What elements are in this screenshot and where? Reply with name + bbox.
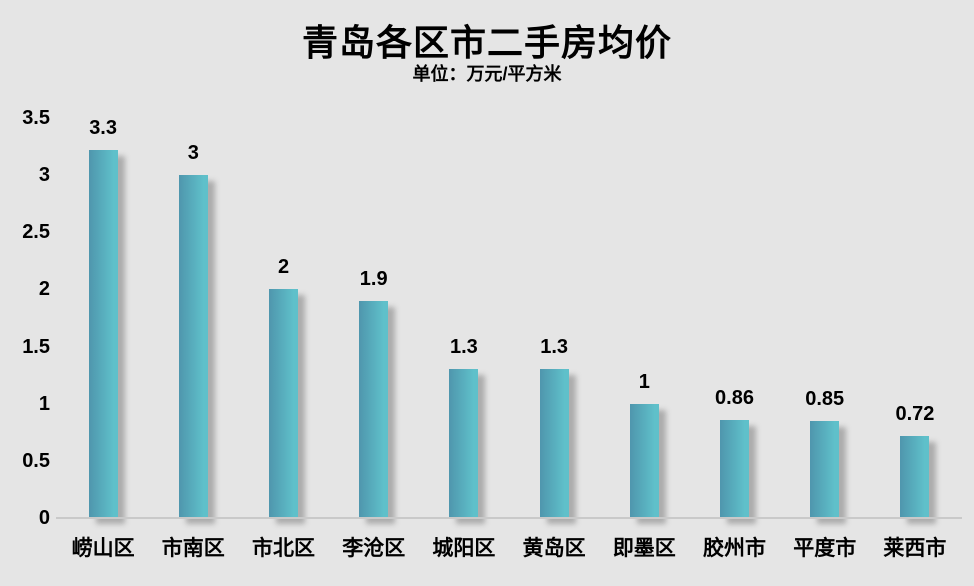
x-category-label: 市南区 <box>161 537 225 560</box>
x-axis-line <box>56 517 962 519</box>
x-category-label: 即墨区 <box>612 537 676 560</box>
plot-area: 3.3 3 2 1.9 1.3 1.3 1 0.86 0.85 0.72 <box>58 118 960 518</box>
x-category-label: 市北区 <box>252 537 315 560</box>
bar <box>720 420 750 518</box>
bar-column: 3.3 <box>58 118 148 518</box>
y-tick-label: 0 <box>38 507 50 529</box>
bar <box>810 421 840 518</box>
y-tick-label: 3.5 <box>22 107 50 129</box>
x-category-label: 城阳区 <box>432 537 496 560</box>
bar <box>539 369 569 518</box>
y-tick-label: 1 <box>38 392 50 415</box>
x-axis-labels: 崂山区 市南区 市北区 李沧区 城阳区 黄岛区 即墨区 胶州市 平度市 莱西市 <box>58 532 960 562</box>
bar-value-label: 3 <box>187 142 199 164</box>
bar-column: 1.3 <box>509 118 599 518</box>
bar-value-label: 0.72 <box>895 403 935 425</box>
x-category-label: 崂山区 <box>71 537 135 560</box>
bar <box>359 301 389 518</box>
bar <box>449 369 479 518</box>
bar-value-label: 1.3 <box>540 336 569 358</box>
bar-column: 1.9 <box>329 118 419 518</box>
y-tick-label: 2 <box>38 278 50 301</box>
x-category-label: 胶州市 <box>703 537 767 560</box>
bar <box>900 436 930 518</box>
bar-value-label: 0.86 <box>715 387 754 409</box>
bar-column: 0.85 <box>780 118 870 518</box>
bar-column: 3 <box>148 118 238 518</box>
bar-value-label: 1.9 <box>359 268 388 290</box>
x-category-label: 平度市 <box>793 537 857 560</box>
y-tick-label: 2.5 <box>22 221 50 244</box>
bar-value-label: 1 <box>638 371 650 393</box>
bar-column: 0.86 <box>689 118 779 518</box>
chart-subtitle: 单位：万元/平方米 <box>412 64 562 84</box>
y-tick-label: 0.5 <box>22 449 50 472</box>
bar-column: 1 <box>599 118 689 518</box>
x-category-label: 李沧区 <box>342 537 406 560</box>
bar <box>629 404 659 518</box>
bar <box>269 289 298 518</box>
bar-column: 2 <box>238 118 328 518</box>
bar <box>88 150 118 518</box>
x-category-label: 莱西市 <box>883 537 947 560</box>
chart-title: 青岛各区市二手房均价 <box>301 22 672 63</box>
bar-value-label: 3.3 <box>89 117 117 139</box>
bar-value-label: 2 <box>277 256 290 278</box>
y-tick-label: 3 <box>38 164 50 187</box>
y-tick-label: 1.5 <box>22 335 50 358</box>
bar-column: 1.3 <box>419 118 509 518</box>
bar-column: 0.72 <box>870 118 960 518</box>
bar-value-label: 1.3 <box>450 336 478 358</box>
bar <box>178 175 208 518</box>
bar-value-label: 0.85 <box>805 388 845 410</box>
x-category-label: 黄岛区 <box>522 537 586 560</box>
